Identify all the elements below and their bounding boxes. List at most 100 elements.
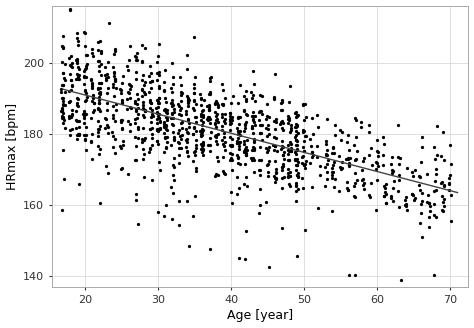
Point [380, 194, 387, 199]
Point [236, 141, 243, 146]
Point [80, 68, 88, 73]
Point [242, 151, 249, 156]
Point [287, 128, 295, 133]
Point [168, 100, 175, 105]
Point [184, 118, 191, 123]
Point [250, 147, 257, 152]
Point [80, 82, 88, 87]
Point [131, 99, 139, 104]
Point [118, 100, 126, 105]
Point [284, 157, 292, 163]
Point [184, 154, 191, 159]
Point [111, 77, 118, 82]
Point [372, 160, 380, 165]
Point [264, 174, 272, 179]
Point [154, 100, 162, 105]
Point [257, 123, 264, 128]
Point [256, 130, 264, 135]
Point [198, 147, 205, 152]
Point [59, 82, 66, 87]
Point [109, 81, 117, 87]
Point [205, 115, 212, 121]
Point [430, 188, 438, 193]
Point [171, 107, 178, 112]
Point [174, 139, 182, 145]
Point [65, 100, 73, 105]
Point [331, 132, 338, 137]
Point [440, 157, 448, 162]
Point [74, 132, 82, 137]
Point [287, 122, 295, 128]
Point [292, 114, 300, 120]
Point [292, 125, 299, 130]
Point [80, 110, 87, 115]
Point [192, 102, 200, 107]
Point [127, 128, 134, 133]
Point [234, 115, 242, 120]
Point [251, 139, 258, 144]
Point [242, 89, 250, 94]
Point [105, 59, 112, 64]
Point [175, 103, 182, 109]
Point [395, 177, 402, 182]
Point [131, 135, 138, 140]
Point [163, 115, 171, 120]
Point [265, 132, 273, 137]
Point [273, 169, 280, 174]
Point [153, 117, 160, 122]
Point [104, 101, 111, 106]
Point [447, 162, 455, 167]
Point [199, 149, 206, 154]
Point [379, 153, 387, 158]
Point [200, 147, 207, 153]
Point [81, 88, 89, 93]
Point [131, 53, 139, 59]
Point [94, 107, 102, 112]
Point [256, 145, 264, 150]
Point [184, 116, 191, 121]
Point [213, 112, 220, 117]
Point [352, 157, 359, 162]
Point [119, 143, 127, 148]
Point [292, 137, 300, 142]
Point [73, 137, 81, 142]
Point [351, 157, 358, 162]
Point [273, 167, 280, 172]
Point [279, 165, 286, 170]
Point [168, 61, 175, 66]
Point [397, 277, 405, 282]
Point [302, 133, 310, 139]
Point [59, 82, 66, 87]
Point [432, 156, 439, 162]
Point [141, 82, 148, 88]
Point [197, 117, 204, 122]
Point [94, 143, 102, 148]
Point [441, 196, 448, 202]
Point [94, 87, 102, 92]
Point [184, 130, 191, 135]
Point [126, 104, 134, 109]
Point [111, 119, 119, 124]
Point [255, 109, 263, 114]
Point [177, 90, 184, 95]
Point [207, 129, 215, 134]
Point [301, 148, 308, 154]
Point [184, 97, 192, 102]
Point [190, 91, 198, 96]
Point [127, 86, 134, 92]
Point [132, 192, 139, 197]
Point [102, 77, 109, 83]
Point [199, 127, 207, 132]
Point [200, 152, 207, 157]
Point [410, 174, 417, 179]
Point [59, 111, 67, 116]
Point [75, 73, 82, 78]
Point [177, 112, 185, 117]
Point [241, 128, 248, 133]
Point [58, 107, 65, 112]
Point [197, 112, 205, 117]
Point [256, 130, 264, 135]
Point [226, 116, 234, 122]
Point [111, 48, 119, 53]
Point [271, 143, 279, 149]
